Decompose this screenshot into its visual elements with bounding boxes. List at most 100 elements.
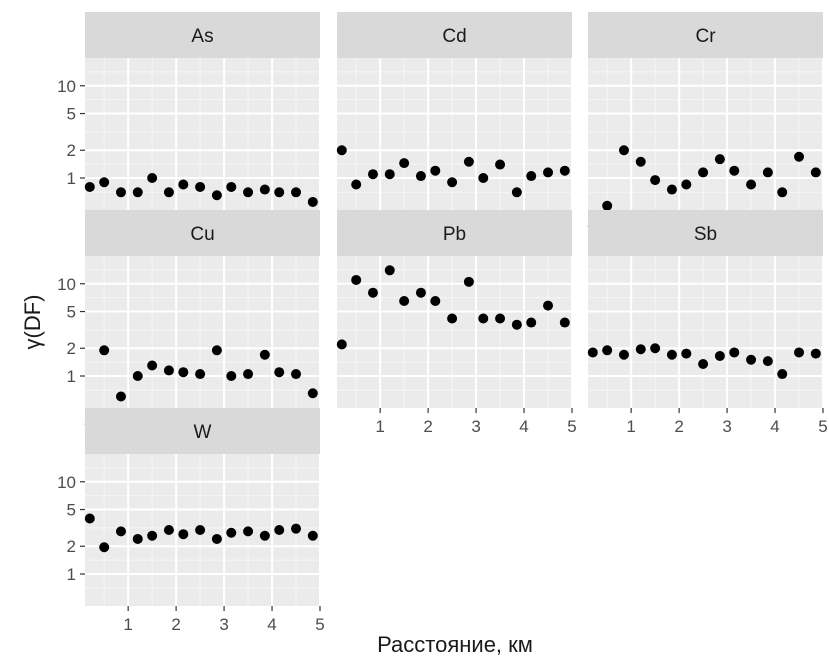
y-tick-label: 10 xyxy=(57,77,76,96)
data-point xyxy=(714,350,725,361)
data-point xyxy=(602,345,613,356)
data-point xyxy=(777,369,788,380)
facet-strip-label: As xyxy=(191,26,213,47)
data-point xyxy=(274,367,285,378)
y-tick-label: 5 xyxy=(67,501,76,520)
y-tick-label: 2 xyxy=(67,141,76,160)
data-point xyxy=(430,165,441,176)
data-point xyxy=(163,187,174,198)
data-point xyxy=(274,187,285,198)
data-point xyxy=(698,167,709,178)
panel-background xyxy=(588,58,823,210)
data-point xyxy=(526,171,537,182)
y-tick-label: 1 xyxy=(67,565,76,584)
data-point xyxy=(211,190,222,201)
data-point xyxy=(415,287,426,298)
x-tick-label: 5 xyxy=(567,417,576,436)
data-point xyxy=(729,165,740,176)
data-point xyxy=(587,347,598,358)
data-point xyxy=(762,356,773,367)
y-tick-label: 5 xyxy=(67,303,76,322)
data-point xyxy=(336,339,347,350)
data-point xyxy=(495,159,506,170)
data-point xyxy=(698,358,709,369)
data-point xyxy=(307,388,318,399)
data-point xyxy=(384,169,395,180)
data-point xyxy=(178,179,189,190)
panel-background xyxy=(588,256,823,408)
data-point xyxy=(447,177,458,188)
data-point xyxy=(526,317,537,328)
x-tick-label: 4 xyxy=(267,615,276,634)
data-point xyxy=(132,371,143,382)
facet-strip xyxy=(337,210,572,256)
y-tick-label: 2 xyxy=(67,537,76,556)
data-point xyxy=(115,526,126,537)
data-point xyxy=(666,184,677,195)
data-point xyxy=(243,369,254,380)
data-point xyxy=(336,145,347,156)
facet-panels: As 1 2 5 10 Cd Cr Cu 1 2 5 10 Pb 1 2 3 4 5 Sb 1 2 3 4 5 W 1 2 5 10 1 2… xyxy=(57,12,828,634)
data-point xyxy=(495,313,506,324)
data-point xyxy=(84,181,95,192)
facet-strip-label: W xyxy=(194,422,212,443)
data-point xyxy=(99,542,110,553)
data-point xyxy=(99,345,110,356)
y-tick-label: 1 xyxy=(67,367,76,386)
facet-strip xyxy=(588,12,823,58)
y-tick-label: 5 xyxy=(67,105,76,124)
data-point xyxy=(681,179,692,190)
facet-panel-pb: Pb 1 2 3 4 5 xyxy=(336,210,577,436)
data-point xyxy=(115,391,126,402)
facet-strip-label: Cd xyxy=(442,26,466,47)
data-point xyxy=(243,187,254,198)
data-point xyxy=(384,265,395,276)
panel-background xyxy=(337,58,572,210)
data-point xyxy=(447,313,458,324)
x-tick-label: 1 xyxy=(375,417,384,436)
data-point xyxy=(810,167,821,178)
x-tick-label: 1 xyxy=(123,615,132,634)
data-point xyxy=(650,175,661,186)
data-point xyxy=(681,348,692,359)
data-point xyxy=(478,313,489,324)
facet-strip xyxy=(337,12,572,58)
data-point xyxy=(618,349,629,360)
data-point xyxy=(259,349,270,360)
data-point xyxy=(195,369,206,380)
data-point xyxy=(195,525,206,535)
data-point xyxy=(259,530,270,541)
y-tick-label: 1 xyxy=(67,169,76,188)
data-point xyxy=(463,276,474,287)
facet-strip xyxy=(85,408,320,454)
data-point xyxy=(415,171,426,182)
data-point xyxy=(274,525,285,535)
data-point xyxy=(243,526,254,537)
data-point xyxy=(147,360,158,371)
facet-strip xyxy=(588,210,823,256)
y-axis-title: γ(DF) xyxy=(20,295,45,350)
data-point xyxy=(650,343,661,354)
data-point xyxy=(99,177,110,188)
data-point xyxy=(367,287,378,298)
data-point xyxy=(794,347,805,358)
data-point xyxy=(163,525,174,535)
facet-strip-label: Pb xyxy=(443,224,466,245)
data-point xyxy=(195,181,206,192)
data-point xyxy=(635,344,646,355)
data-point xyxy=(714,154,725,165)
data-point xyxy=(399,158,410,169)
data-point xyxy=(226,371,237,382)
x-tick-label: 3 xyxy=(471,417,480,436)
data-point xyxy=(746,179,757,190)
panel-background xyxy=(337,256,572,408)
data-point xyxy=(559,165,570,176)
x-tick-label: 2 xyxy=(674,417,683,436)
y-tick-label: 2 xyxy=(67,339,76,358)
data-point xyxy=(543,300,554,311)
facet-strip-label: Cu xyxy=(190,224,214,245)
data-point xyxy=(810,348,821,359)
x-axis-title: Расстояние, км xyxy=(377,632,533,657)
facet-panel-cu: Cu 1 2 5 10 xyxy=(57,210,321,430)
